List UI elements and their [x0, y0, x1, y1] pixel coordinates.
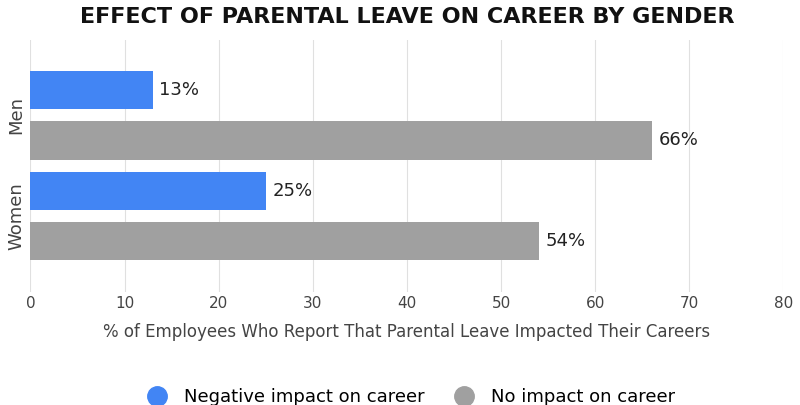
Bar: [30, 121, 652, 160]
Title: EFFECT OF PARENTAL LEAVE ON CAREER BY GENDER: EFFECT OF PARENTAL LEAVE ON CAREER BY GE…: [80, 7, 734, 27]
Text: 66%: 66%: [658, 131, 698, 149]
Text: 13%: 13%: [159, 81, 199, 99]
Bar: [30, 71, 153, 109]
Text: 25%: 25%: [272, 182, 313, 200]
Bar: [30, 222, 538, 260]
Text: 54%: 54%: [546, 232, 586, 250]
X-axis label: % of Employees Who Report That Parental Leave Impacted Their Careers: % of Employees Who Report That Parental …: [103, 322, 710, 341]
Legend: Negative impact on career, No impact on career: Negative impact on career, No impact on …: [131, 381, 682, 405]
Bar: [30, 172, 266, 210]
